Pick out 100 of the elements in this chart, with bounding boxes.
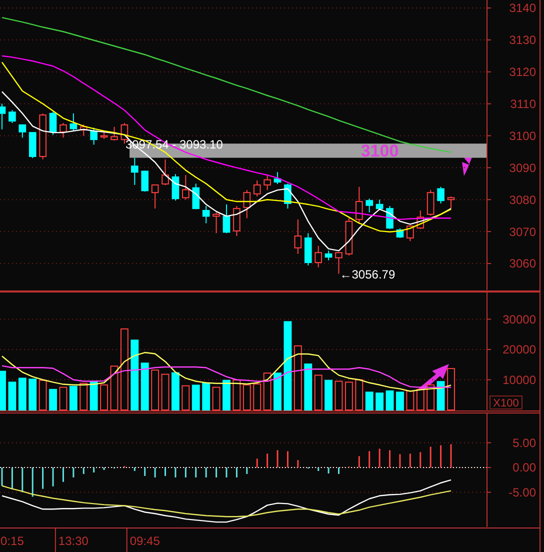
- band-label: 3100: [360, 142, 399, 161]
- line-series: [1, 365, 452, 388]
- bar: [396, 392, 404, 410]
- bar: [365, 392, 374, 410]
- bar: [120, 328, 128, 410]
- bar: [232, 380, 241, 410]
- candlestick: [324, 250, 332, 261]
- candlestick: [447, 196, 455, 210]
- candlestick: [162, 158, 169, 186]
- bar: [263, 372, 272, 410]
- bar: [161, 374, 170, 410]
- bar: [100, 384, 108, 410]
- bar: [406, 390, 414, 410]
- candlestick: [49, 111, 57, 136]
- candlestick: [406, 224, 414, 242]
- candlestick: [222, 204, 230, 234]
- candlestick: [426, 190, 434, 216]
- bar: [242, 384, 251, 410]
- bar: [304, 364, 312, 410]
- bar: [355, 379, 364, 410]
- line-series: [1, 91, 452, 252]
- bar: [49, 388, 57, 410]
- candlestick: [335, 252, 342, 274]
- candlestick: [28, 132, 36, 159]
- x-tick-label: 0:15: [0, 534, 24, 548]
- bar: [80, 382, 88, 410]
- bar: [324, 380, 333, 410]
- y-tick-label: 3120: [509, 65, 536, 80]
- y-tick-label: 3090: [509, 160, 536, 175]
- line-series: [1, 352, 452, 392]
- candlestick: [294, 218, 302, 254]
- bar: [314, 374, 322, 410]
- bar: [140, 362, 149, 410]
- candlestick: [253, 180, 261, 197]
- y-tick-label: 3110: [510, 97, 536, 111]
- y-tick-label: 3080: [509, 192, 536, 207]
- candlestick: [233, 206, 240, 237]
- bar: [18, 378, 26, 410]
- bar: [110, 366, 118, 410]
- bar: [294, 345, 302, 410]
- bar: [172, 372, 180, 410]
- y-tick-label: 3100: [509, 128, 536, 143]
- bar: [284, 321, 292, 410]
- candlestick: [90, 127, 98, 146]
- bar: [416, 388, 424, 410]
- y-tick-label: 0.00: [512, 460, 536, 475]
- bar: [151, 370, 160, 410]
- candlestick: [182, 174, 190, 200]
- bar: [386, 390, 394, 410]
- candlestick: [314, 245, 322, 268]
- bar: [8, 382, 16, 410]
- bar: [212, 386, 220, 410]
- candlestick: [243, 190, 251, 219]
- y-tick-label: 5.00: [512, 436, 536, 450]
- x-tick-label: 13:30: [58, 534, 89, 548]
- bar: [59, 386, 68, 410]
- candlestick: [130, 157, 138, 186]
- bar: [69, 386, 78, 410]
- text: X100: [493, 398, 519, 410]
- bar: [222, 380, 230, 410]
- y-tick-label: 20000: [502, 342, 536, 357]
- y-tick-label: 3070: [509, 224, 536, 239]
- bar: [90, 380, 98, 410]
- bar: [274, 372, 282, 410]
- bar: [376, 392, 384, 410]
- y-tick-label: 10000: [502, 372, 536, 387]
- candlestick: [437, 186, 444, 204]
- candlestick: [212, 212, 220, 234]
- bar: [202, 382, 210, 410]
- y-tick-label: 3140: [509, 1, 536, 16]
- candlestick: [70, 112, 78, 132]
- candlestick: [366, 198, 374, 213]
- bar: [38, 380, 47, 410]
- y-tick-label: -5.00: [508, 486, 536, 500]
- line-series: [1, 479, 452, 523]
- line-series: [1, 485, 452, 518]
- bar: [334, 380, 343, 410]
- candlestick: [60, 122, 67, 138]
- candlestick: [264, 175, 271, 191]
- annotation: ←3056.79: [340, 268, 396, 282]
- bar: [253, 383, 262, 410]
- candlestick: [141, 170, 149, 192]
- candlestick: [18, 124, 26, 138]
- bar: [436, 381, 445, 410]
- y-tick-label: 3060: [509, 256, 536, 271]
- y-tick-label: 30000: [502, 312, 536, 326]
- x-tick-label: 09:45: [130, 534, 160, 548]
- candlestick: [202, 206, 210, 224]
- candlestick: [8, 110, 16, 124]
- y-tick-label: 3130: [509, 33, 536, 48]
- bar: [344, 382, 353, 410]
- candlestick: [151, 184, 159, 210]
- bar: [28, 378, 37, 410]
- bar: [130, 340, 139, 410]
- bar: [192, 384, 200, 410]
- bar: [447, 368, 455, 410]
- bar: [182, 385, 190, 410]
- candlestick: [110, 126, 118, 142]
- bar: [426, 384, 435, 410]
- candlestick: [355, 186, 363, 224]
